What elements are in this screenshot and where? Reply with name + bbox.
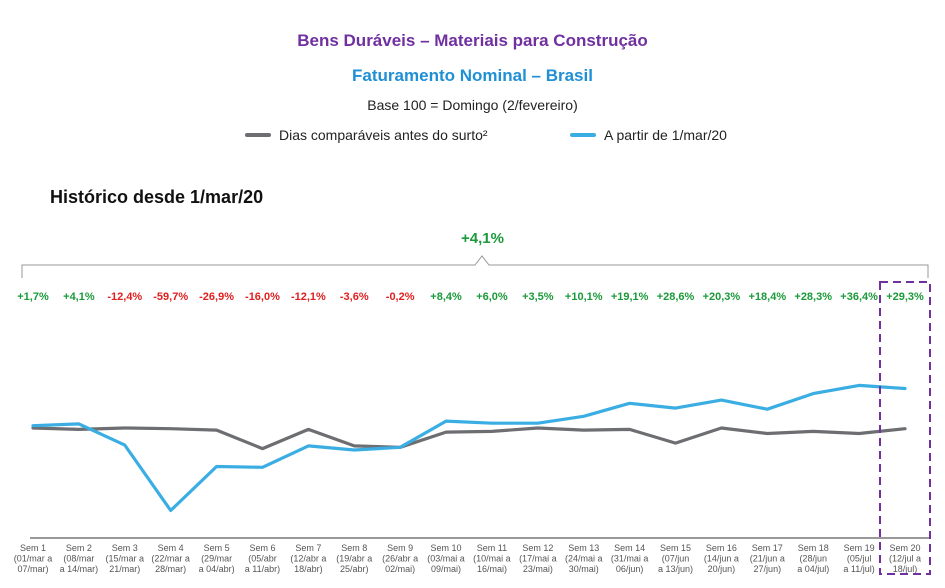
legend-swatch-comparable: [245, 133, 271, 137]
x-tick-label: Sem 17 (21/jun a 27/jun): [750, 543, 785, 574]
x-tick-label: Sem 7 (12/abr a 18/abr): [290, 543, 326, 574]
weekly-change-label: +6,0%: [476, 291, 508, 303]
x-tick-label: Sem 16 (14/jun a 20/jun): [704, 543, 739, 574]
total-bracket: [21, 255, 929, 278]
weekly-change-label: -12,1%: [291, 291, 326, 303]
legend-swatch-current: [570, 133, 596, 137]
weekly-change-label: -59,7%: [153, 291, 188, 303]
x-tick-label: Sem 4 (22/mar a 28/mar): [151, 543, 190, 574]
weekly-change-label: +28,6%: [657, 291, 695, 303]
weekly-change-label: +4,1%: [63, 291, 95, 303]
x-tick-label: Sem 19 (05/jul a 11/jul): [843, 543, 874, 574]
x-tick-label: Sem 14 (31/mai a 06/jun): [611, 543, 649, 574]
weekly-change-label: -3,6%: [340, 291, 369, 303]
weekly-change-label: +19,1%: [611, 291, 649, 303]
weekly-change-label: +8,4%: [430, 291, 462, 303]
weekly-change-label: -0,2%: [386, 291, 415, 303]
section-title: Histórico desde 1/mar/20: [50, 187, 264, 207]
x-tick-label: Sem 3 (15/mar a 21/mar): [106, 543, 145, 574]
x-tick-label: Sem 10 (03/mai a 09/mai): [427, 543, 465, 574]
legend-item-current: A partir de 1/mar/20: [570, 127, 727, 143]
weekly-change-label: +20,3%: [703, 291, 741, 303]
series-line-comparable: [31, 426, 907, 451]
series-lines: [31, 383, 907, 513]
x-axis-ticks: Sem 1 (01/mar a 07/mar)Sem 2 (08/mar a 14/ma…: [14, 543, 921, 574]
weekly-change-label: +18,4%: [749, 291, 787, 303]
x-tick-label: Sem 1 (01/mar a 07/mar): [14, 543, 53, 574]
x-tick-label: Sem 13 (24/mai a 30/mai): [565, 543, 603, 574]
x-tick-label: Sem 20 (12/jul a 18/jul): [889, 543, 921, 574]
x-tick-label: Sem 11 (10/mai a 16/mai): [473, 543, 511, 574]
x-tick-label: Sem 6 (05/abr a 11/abr): [245, 543, 280, 574]
chart-title: Bens Duráveis – Materiais para Construçã…: [297, 31, 648, 50]
weekly-change-label: -26,9%: [199, 291, 234, 303]
x-tick-label: Sem 15 (07/jun a 13/jun): [658, 543, 693, 574]
series-line-current: [31, 383, 907, 513]
weekly-change-label: -16,0%: [245, 291, 280, 303]
x-tick-label: Sem 12 (17/mai a 23/mai): [519, 543, 557, 574]
weekly-change-labels: +1,7% +4,1% -12,4% -59,7% -26,9% -16,0% -12,1%…: [17, 291, 924, 303]
chart-subtitle: Faturamento Nominal – Brasil: [352, 66, 593, 85]
x-tick-label: Sem 18 (28/jun a 04/jul): [797, 543, 829, 574]
total-bracket-path: [21, 255, 929, 278]
weekly-change-label: +36,4%: [840, 291, 878, 303]
base-note: Base 100 = Domingo (2/fevereiro): [367, 97, 578, 113]
x-tick-label: Sem 5 (29/mar a 04/abr): [199, 543, 235, 574]
legend-label-current: A partir de 1/mar/20: [604, 127, 727, 143]
weekly-change-label: +10,1%: [565, 291, 603, 303]
weekly-change-label: +28,3%: [794, 291, 832, 303]
weekly-change-label: +3,5%: [522, 291, 554, 303]
x-tick-label: Sem 8 (19/abr a 25/abr): [336, 543, 372, 574]
highlight-box: [879, 281, 931, 575]
weekly-change-label: +29,3%: [886, 291, 924, 303]
x-tick-label: Sem 9 (26/abr a 02/mai): [382, 543, 418, 574]
legend-item-comparable: Dias comparáveis antes do surto²: [245, 127, 488, 143]
legend-label-comparable: Dias comparáveis antes do surto²: [279, 127, 488, 143]
weekly-change-label: -12,4%: [107, 291, 142, 303]
weekly-change-label: +1,7%: [17, 291, 49, 303]
x-tick-label: Sem 2 (08/mar a 14/mar): [60, 543, 99, 574]
total-change: +4,1%: [461, 230, 504, 247]
